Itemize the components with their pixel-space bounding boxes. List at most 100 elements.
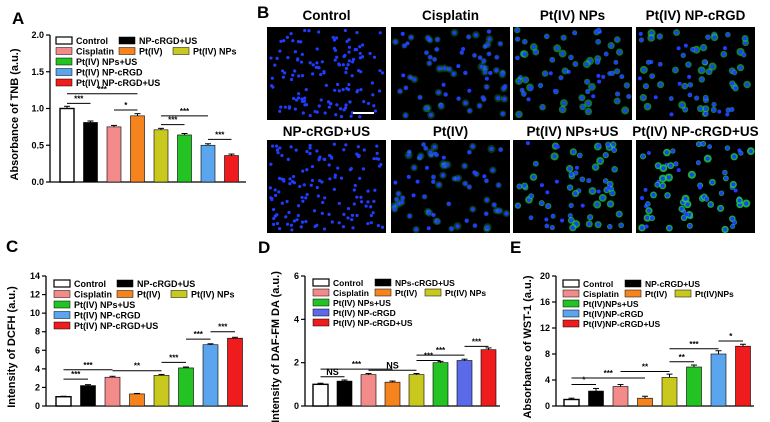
cell-nucleus (545, 190, 550, 195)
cell-nucleus (580, 104, 585, 109)
cell-nucleus (644, 224, 649, 229)
cell-nucleus (517, 184, 522, 189)
cell-nucleus (551, 214, 556, 219)
bar-5 (177, 134, 192, 183)
cell-nucleus (366, 200, 370, 204)
chart-panel-a: 0.0 0.5 1.0 1.5 2.0 Absorbance of TNB (a.u.) *… (9, 30, 246, 187)
significance-label: * (582, 376, 586, 385)
cell-nucleus (346, 206, 351, 211)
cell-nucleus (586, 101, 591, 106)
cell-nucleus (293, 107, 297, 111)
cell-nucleus (368, 51, 372, 56)
cell-nucleus (467, 108, 472, 113)
cell-nucleus (279, 105, 283, 109)
cell-nucleus (615, 37, 620, 42)
cell-nucleus (669, 112, 674, 117)
cell-nucleus (344, 106, 348, 110)
cell-nucleus (722, 46, 727, 51)
cell-nucleus (361, 167, 365, 171)
cell-nucleus (292, 219, 297, 223)
cell-nucleus (612, 148, 617, 153)
cell-nucleus (315, 61, 319, 65)
cell-nucleus (568, 185, 573, 190)
cell-nucleus (673, 68, 678, 73)
cell-nucleus (402, 43, 407, 48)
cell-nucleus (352, 202, 356, 206)
cell-nucleus (439, 104, 444, 109)
cell-nucleus (333, 58, 337, 62)
cell-nucleus (351, 60, 355, 64)
legend-label: Cisplatin (333, 288, 369, 298)
bar-6 (710, 353, 727, 407)
cell-nucleus (280, 69, 285, 73)
legend-label: Pt(IV) NPs (445, 288, 486, 298)
cell-nucleus (276, 151, 280, 155)
cell-nucleus (343, 28, 347, 33)
bar-0 (59, 107, 75, 183)
bar-0 (563, 398, 580, 407)
cell-nucleus (307, 29, 311, 33)
cell-nucleus (308, 61, 312, 65)
y-tick-label: 8 (545, 349, 550, 359)
cell-nucleus (489, 147, 494, 152)
cell-nucleus (289, 32, 293, 36)
cell-nucleus (299, 40, 303, 44)
cell-nucleus (732, 154, 737, 159)
cell-nucleus (348, 100, 352, 104)
significance-label: *** (424, 352, 434, 361)
bar-3 (384, 381, 401, 407)
cell-nucleus (483, 70, 488, 75)
cell-nucleus (409, 35, 414, 40)
cell-nucleus (462, 164, 467, 169)
cell-nucleus (370, 81, 375, 85)
cell-nucleus (699, 68, 704, 73)
cell-nucleus (589, 84, 594, 89)
legend-label: Pt(IV) NPs+US (333, 298, 391, 308)
significance-label: *** (168, 116, 178, 125)
y-tick-label: 14 (30, 271, 40, 281)
legend-swatch (53, 300, 71, 309)
cell-nucleus (596, 222, 601, 227)
cell-nucleus (349, 114, 353, 118)
cell-nucleus (274, 193, 278, 197)
cell-nucleus (284, 215, 288, 219)
cell-nucleus (292, 96, 296, 101)
significance-label: *** (194, 330, 204, 339)
cell-nucleus (745, 82, 750, 87)
cell-nucleus (682, 215, 687, 220)
bar-7 (224, 155, 239, 183)
cell-nucleus (424, 165, 429, 170)
cell-nucleus (452, 176, 457, 181)
cell-nucleus (405, 41, 410, 46)
bar-7 (227, 337, 243, 407)
cell-nucleus (560, 51, 565, 56)
micrograph-label: Pt(IV) NPs (540, 8, 605, 23)
cell-nucleus (280, 153, 284, 158)
y-tick-label: 0 (545, 401, 550, 411)
cell-nucleus (445, 162, 450, 167)
cell-nucleus (522, 183, 527, 188)
cell-nucleus (485, 225, 490, 230)
cell-nucleus (645, 201, 650, 206)
cell-nucleus (649, 35, 654, 40)
cell-nucleus (297, 92, 301, 96)
cell-nucleus (315, 185, 319, 190)
cell-nucleus (285, 199, 289, 204)
cell-nucleus (668, 163, 673, 168)
cell-nucleus (472, 223, 477, 228)
cell-nucleus (656, 163, 661, 168)
cell-nucleus (354, 48, 359, 52)
legend-label: NP-cRGD+US (645, 279, 700, 289)
cell-nucleus (332, 46, 336, 51)
cell-nucleus (573, 170, 578, 175)
cell-nucleus (544, 223, 549, 228)
cell-nucleus (552, 154, 557, 159)
cell-nucleus (423, 146, 428, 151)
cell-nucleus (577, 153, 582, 158)
y-tick-label: 6 (35, 345, 40, 355)
cell-nucleus (434, 152, 439, 157)
cell-nucleus (730, 81, 735, 86)
cell-nucleus (447, 67, 452, 72)
cell-nucleus (277, 190, 281, 194)
